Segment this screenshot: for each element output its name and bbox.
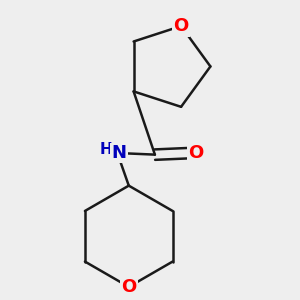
Text: O: O: [121, 278, 136, 296]
Text: O: O: [188, 144, 203, 162]
Text: N: N: [112, 144, 127, 162]
Text: H: H: [100, 142, 112, 157]
Text: O: O: [173, 17, 189, 35]
